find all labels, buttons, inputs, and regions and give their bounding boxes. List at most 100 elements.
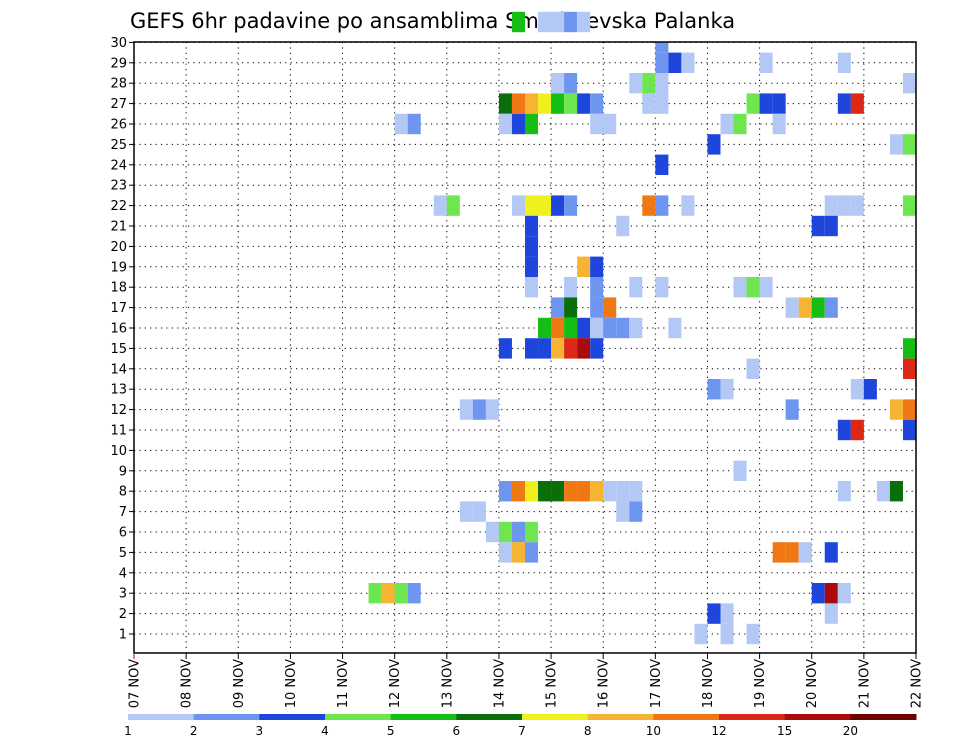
heatmap-cell — [837, 52, 851, 73]
heatmap-cell — [824, 603, 838, 624]
heatmap-cell — [759, 93, 773, 114]
heatmap-cell — [902, 358, 916, 379]
y-tick-label: 21 — [110, 220, 127, 235]
heatmap-cell — [720, 603, 734, 624]
y-tick-label: 6 — [119, 526, 127, 541]
heatmap-cell — [837, 481, 851, 502]
heatmap-cell — [863, 379, 877, 400]
heatmap-cell — [498, 93, 512, 114]
heatmap-cell — [889, 399, 903, 420]
heatmap-cell — [525, 256, 539, 277]
legend-label: 1 — [124, 724, 132, 738]
heatmap-cell — [902, 338, 916, 359]
heatmap-cell — [525, 521, 539, 543]
heatmap-cell — [850, 195, 864, 216]
heatmap-cell — [538, 11, 552, 33]
heatmap-cell — [746, 93, 760, 114]
heatmap-cell — [551, 195, 565, 216]
heatmap-cell — [902, 399, 916, 420]
heatmap-cell — [459, 501, 473, 522]
heatmap-cell — [629, 501, 643, 522]
y-tick-label: 28 — [110, 77, 127, 92]
heatmap-cell — [798, 542, 812, 563]
heatmap-cell — [577, 317, 591, 339]
legend-label: 4 — [321, 724, 329, 738]
y-tick-label: 14 — [110, 362, 127, 377]
heatmap-cell — [538, 338, 552, 359]
color-legend: 1 2 3 4 5 6 7 8 10 12 15 20 — [124, 714, 917, 738]
y-tick-label: 2 — [119, 607, 127, 622]
heatmap-cell — [694, 623, 708, 645]
legend-label: 5 — [387, 724, 395, 738]
heatmap-cell — [655, 42, 669, 53]
y-tick-label: 12 — [110, 403, 127, 418]
heatmap-cell — [785, 399, 799, 420]
heatmap-cell — [577, 338, 591, 359]
heatmap-cell — [525, 481, 539, 502]
heatmap-cell — [889, 481, 903, 502]
heatmap-cell — [590, 338, 604, 359]
heatmap-cell — [720, 113, 734, 135]
heatmap-cell — [785, 542, 799, 563]
heatmap-cell — [759, 52, 773, 73]
legend-swatch — [325, 714, 392, 720]
y-tick-label: 23 — [110, 179, 127, 194]
heatmap-cell — [746, 358, 760, 379]
x-tick-label: 10 NOV — [284, 659, 299, 708]
heatmap-cell — [850, 419, 864, 441]
heatmap-cell — [681, 195, 695, 216]
heatmap-cell — [811, 215, 825, 237]
legend-swatch — [390, 714, 457, 720]
heatmap-cell — [590, 317, 604, 339]
heatmap-cell — [472, 399, 486, 420]
heatmap-cell — [394, 583, 408, 604]
heatmap-cell — [707, 134, 721, 155]
heatmap-cell — [642, 195, 656, 216]
y-tick-label: 20 — [110, 240, 127, 255]
legend-label: 20 — [843, 724, 858, 738]
heatmap-cell — [720, 379, 734, 400]
heatmap-cell — [785, 297, 799, 318]
y-tick-label: 10 — [110, 444, 127, 459]
heatmap-cell — [590, 481, 604, 502]
x-tick-label: 11 NOV — [336, 659, 351, 708]
heatmap-cell — [629, 481, 643, 502]
y-tick-label: 16 — [110, 322, 127, 337]
heatmap-cell — [603, 297, 617, 318]
heatmap-cell — [824, 583, 838, 604]
heatmap-cell — [733, 113, 747, 135]
heatmap-cell — [850, 93, 864, 114]
y-tick-label: 5 — [119, 546, 127, 561]
heatmap-cell — [603, 481, 617, 502]
heatmap-cell — [551, 73, 565, 94]
heatmap-cell — [824, 297, 838, 318]
heatmap-cell — [485, 399, 499, 420]
heatmap-cell — [850, 379, 864, 400]
y-tick-label: 26 — [110, 118, 127, 133]
heatmap-cell — [538, 195, 552, 216]
heatmap-cell — [551, 481, 565, 502]
heatmap-cell — [525, 338, 539, 359]
legend-label: 8 — [584, 724, 592, 738]
heatmap-cell — [629, 317, 643, 339]
x-tick-label: 08 NOV — [180, 659, 195, 708]
heatmap-cell — [772, 93, 786, 114]
x-tick-label: 14 NOV — [492, 659, 507, 708]
heatmap-cell — [811, 583, 825, 604]
heatmap-cell — [564, 481, 578, 502]
y-tick-label: 24 — [110, 158, 127, 173]
heatmap-cell — [511, 195, 525, 216]
heatmap-cell — [811, 297, 825, 318]
heatmap-cell — [511, 113, 525, 135]
x-tick-label: 18 NOV — [701, 659, 716, 708]
heatmap-cell — [707, 603, 721, 624]
heatmap-cell — [368, 583, 382, 604]
heatmap-cell — [511, 481, 525, 502]
heatmap-cell — [551, 317, 565, 339]
heatmap-cell — [498, 521, 512, 543]
heatmap-cell — [655, 93, 669, 114]
heatmap-cell — [538, 317, 552, 339]
heatmap-cell — [824, 215, 838, 237]
heatmap-cell — [837, 419, 851, 441]
heatmap-cell — [772, 113, 786, 135]
